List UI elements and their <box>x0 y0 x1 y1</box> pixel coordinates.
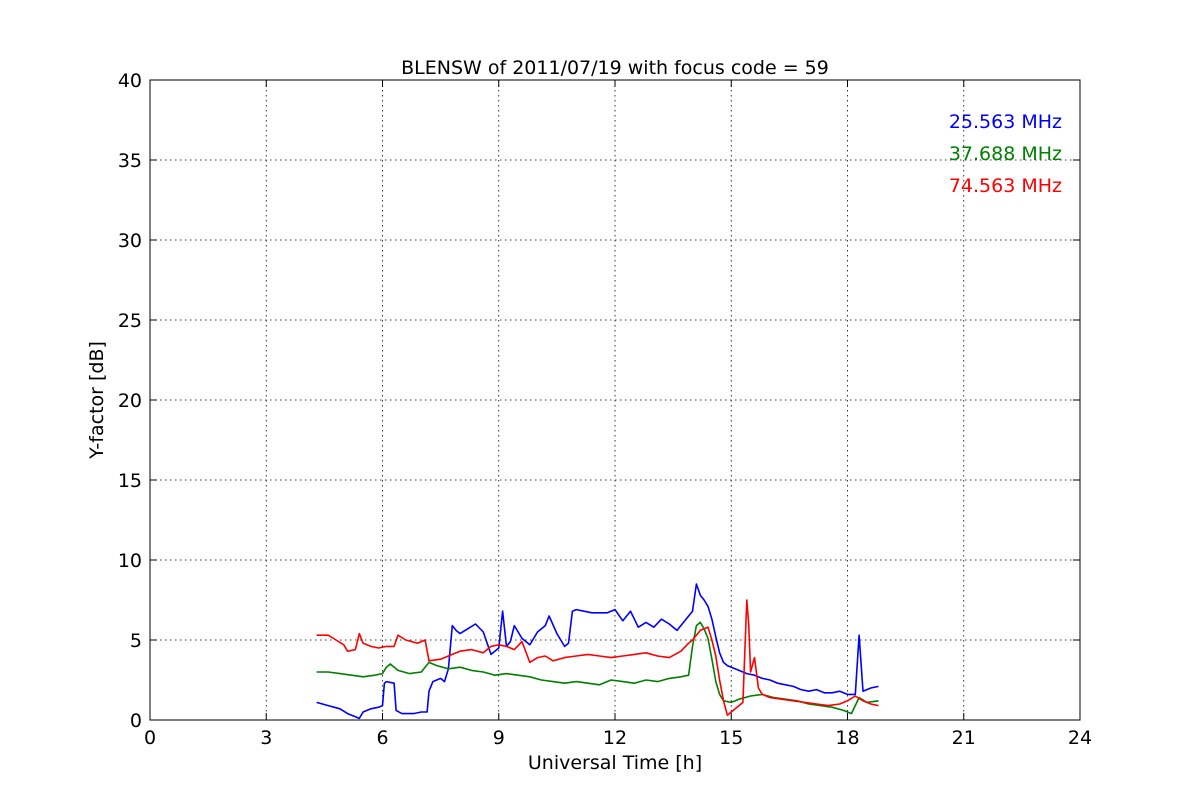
y-tick-label: 30 <box>118 230 142 252</box>
series-line-3 <box>316 599 879 717</box>
x-axis-label: Universal Time [h] <box>528 752 702 774</box>
x-tick-label: 24 <box>1068 727 1092 749</box>
x-tick-label: 15 <box>719 727 743 749</box>
legend: 25.563 MHz 37.688 MHz 74.563 MHz <box>949 111 1062 197</box>
ticks <box>149 79 1081 721</box>
x-tick-label: 21 <box>952 727 976 749</box>
y-axis-label: Y-factor [dB] <box>86 341 108 460</box>
series-layer <box>316 583 879 720</box>
legend-entry-2: 37.688 MHz <box>949 143 1062 165</box>
legend-entry-3: 74.563 MHz <box>949 175 1062 197</box>
x-tick-label: 0 <box>144 727 156 749</box>
grid <box>150 80 1080 720</box>
tick-labels: 0 3 6 9 12 15 18 21 24 0 5 10 15 20 25 30 35 40 <box>118 70 1092 749</box>
x-tick-label: 3 <box>260 727 272 749</box>
legend-entry-1: 25.563 MHz <box>949 111 1062 133</box>
x-tick-label: 18 <box>835 727 859 749</box>
chart-title: BLENSW of 2011/07/19 with focus code = 5… <box>401 57 829 79</box>
y-tick-label: 20 <box>118 390 142 412</box>
y-tick-label: 35 <box>118 150 142 172</box>
y-tick-label: 0 <box>130 710 142 732</box>
y-tick-label: 25 <box>118 310 142 332</box>
x-tick-label: 6 <box>376 727 388 749</box>
x-tick-label: 12 <box>603 727 627 749</box>
y-tick-label: 10 <box>118 550 142 572</box>
y-tick-label: 15 <box>118 470 142 492</box>
y-tick-label: 40 <box>118 70 142 92</box>
y-tick-label: 5 <box>130 630 142 652</box>
series-line-1 <box>316 583 879 720</box>
x-tick-label: 9 <box>493 727 505 749</box>
